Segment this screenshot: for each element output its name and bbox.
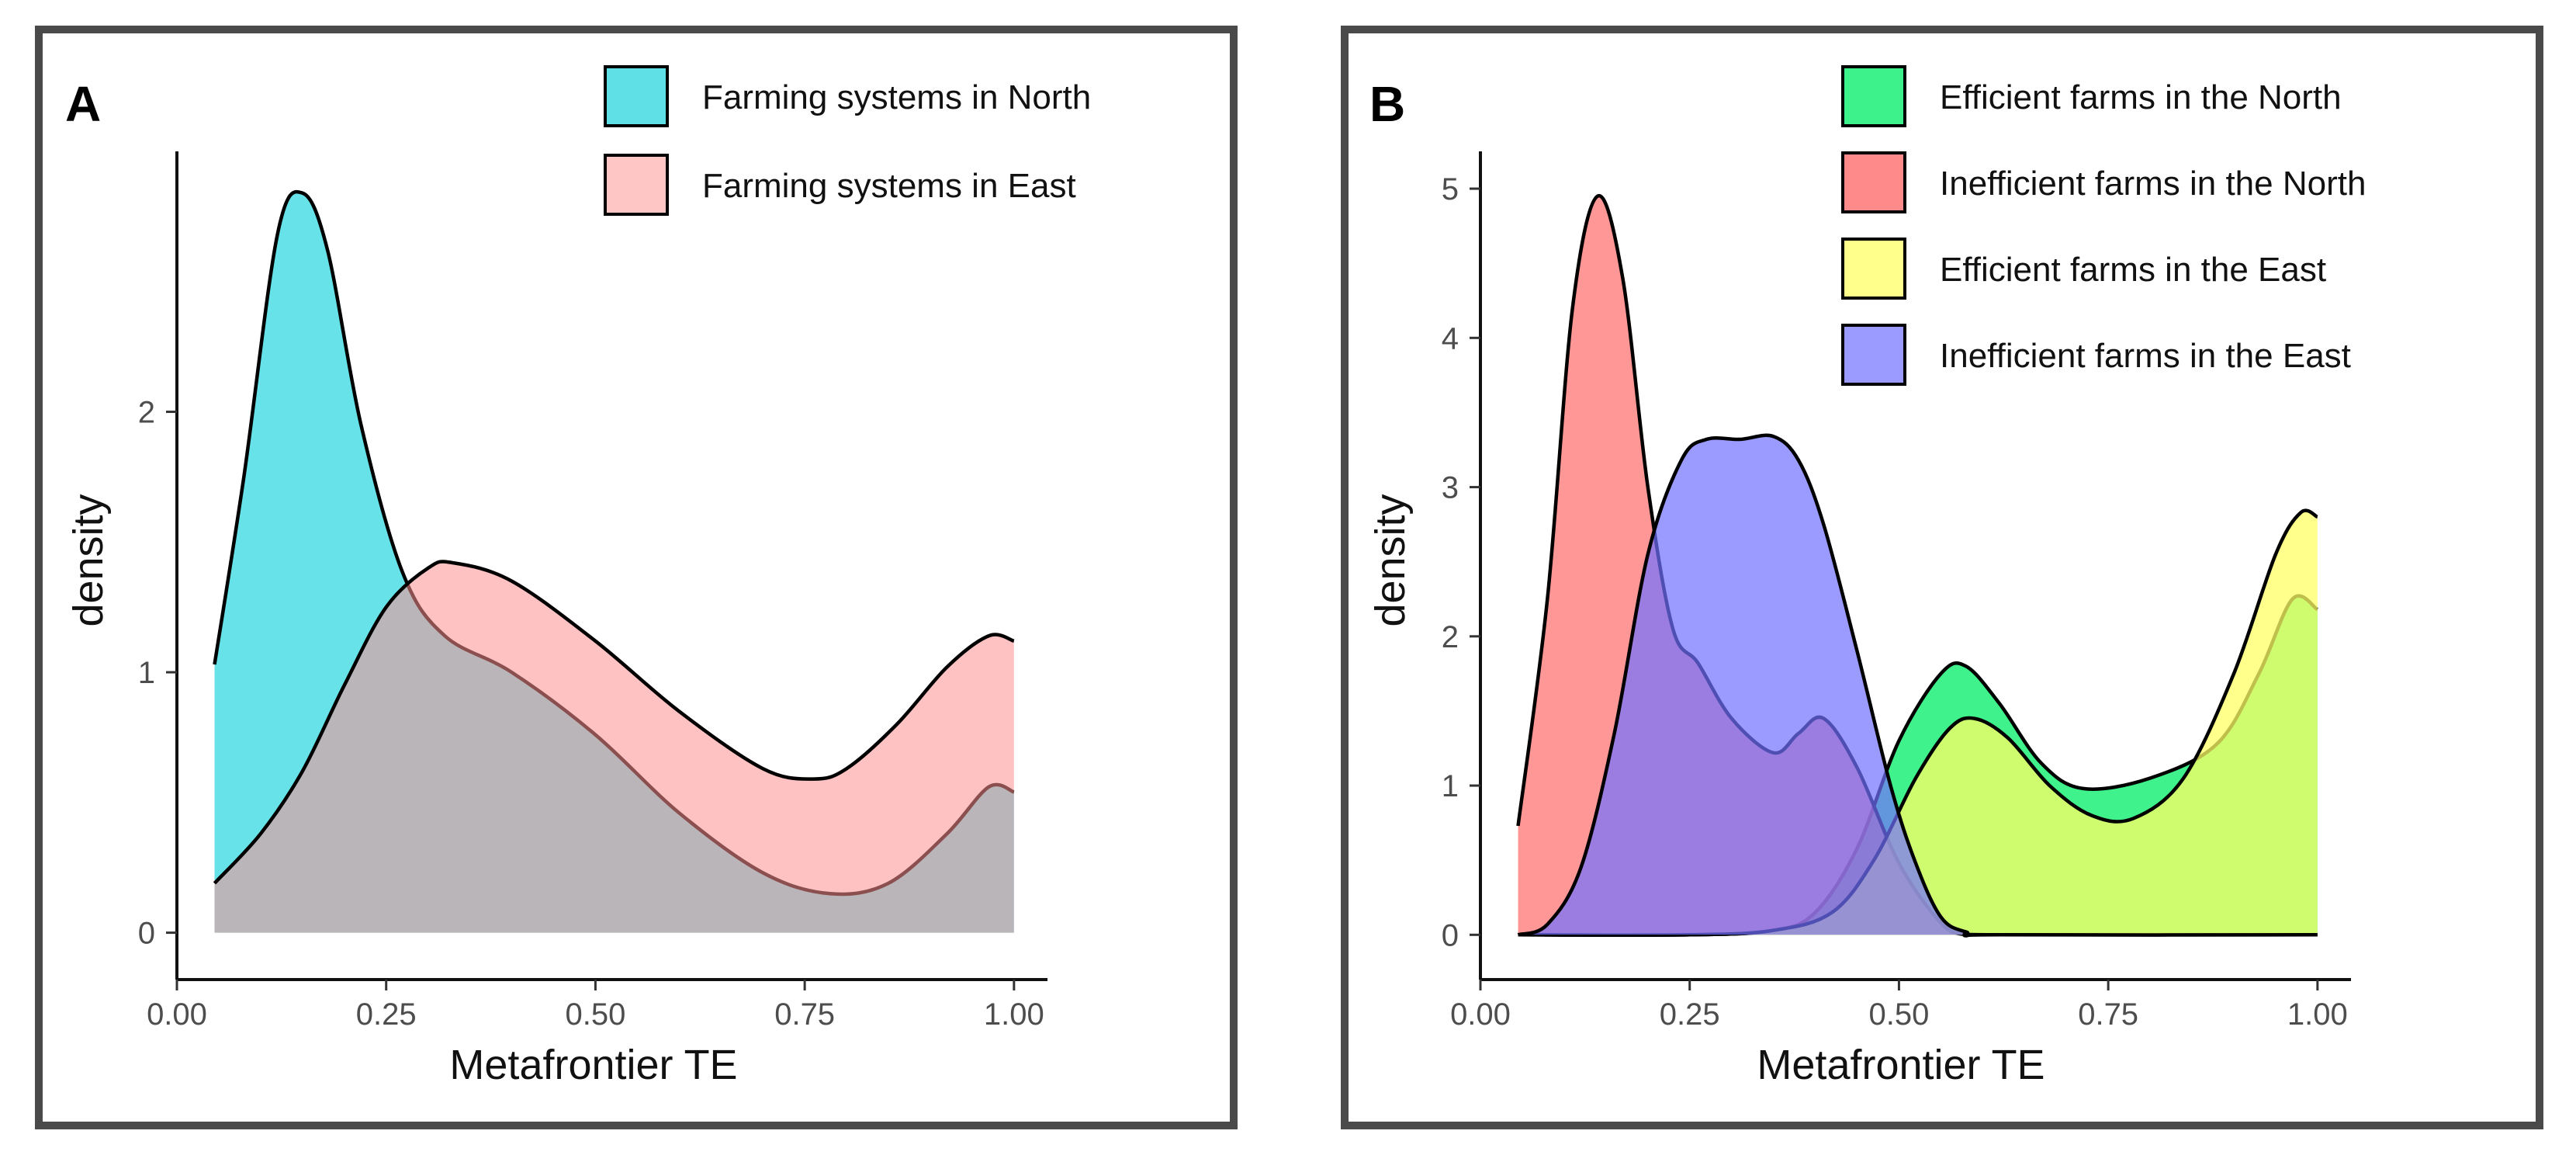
panel-b-x-axis-title: Metafrontier TE [1757, 1042, 2045, 1088]
legend-swatch-inefficient-east [1841, 324, 1906, 386]
panel-b-x-tick-label: 1.00 [2287, 997, 2348, 1032]
panel-a-x-tick-label: 1.00 [984, 997, 1044, 1032]
panel-b-density-area-3 [1518, 510, 2318, 935]
panel-b-y-tick-label: 3 [1442, 471, 1459, 505]
panel-b-y-axis-title: density [1367, 494, 1414, 626]
legend-swatch-efficient-east [1841, 238, 1906, 300]
legend-label-inefficient-north: Inefficient farms in the North [1940, 165, 2366, 203]
legend-label-efficient-east: Efficient farms in the East [1940, 251, 2326, 289]
panel-b-y-tick-label: 1 [1442, 769, 1459, 803]
panel-b-frame [1341, 26, 2543, 1129]
panel-a-axes: 0.00 0.25 0.50 0.75 1.00 0 1 2 [138, 151, 1047, 1032]
panel-b-axes: 0.00 0.25 0.50 0.75 1.00 0 1 2 3 4 5 [1442, 151, 2351, 1032]
panel-a-density-area-2 [214, 561, 1014, 933]
legend-label-inefficient-east: Inefficient farms in the East [1940, 337, 2351, 375]
panel-a-x-tick-label: 0.75 [774, 997, 835, 1032]
panel-b-y-tick-label: 4 [1442, 321, 1459, 356]
panel-b-x-tick-label: 0.00 [1450, 997, 1511, 1032]
panel-b-y-tick-label: 5 [1442, 172, 1459, 206]
panel-a-y-tick-label: 0 [138, 917, 155, 951]
panel-a-x-tick-label: 0.50 [565, 997, 625, 1032]
legend-swatch-inefficient-north [1841, 151, 1906, 213]
panel-b-label: B [1369, 76, 1405, 132]
panel-a-y-tick-label: 2 [138, 396, 155, 430]
panel-b-density-line-4 [1517, 433, 2318, 937]
panel-b-density-area-4 [1518, 435, 2318, 935]
panel-a-x-tick-label: 0.25 [356, 997, 417, 1032]
panel-a-plot-area [213, 189, 1015, 933]
panel-a-legend: Farming systems in North Farming systems… [604, 65, 1091, 216]
legend-swatch-east [604, 154, 669, 216]
panel-a-x-tick-label: 0.00 [147, 997, 207, 1032]
legend-label-east: Farming systems in East [702, 167, 1076, 205]
panel-b-x-tick-label: 0.50 [1868, 997, 1929, 1032]
panel-a-y-tick-label: 1 [138, 656, 155, 690]
panel-a-density-line-2 [213, 560, 1015, 885]
legend-swatch-efficient-north [1841, 65, 1906, 127]
legend-label-north: Farming systems in North [702, 78, 1091, 116]
panel-b-x-tick-label: 0.75 [2078, 997, 2138, 1032]
panel-a-x-axis-title: Metafrontier TE [449, 1042, 737, 1088]
panel-a-y-axis-title: density [65, 494, 112, 626]
legend-label-efficient-north: Efficient farms in the North [1940, 78, 2342, 116]
panel-a: A 0.00 0.25 0.50 0.75 1.00 0 1 2 Metafrontier T… [35, 26, 1238, 1129]
panel-b-legend: Efficient farms in the North Inefficient… [1841, 65, 2366, 386]
panel-b: B 0.00 0.25 0.50 0.75 1.00 0 1 2 3 4 5 Metafrontie… [1341, 26, 2543, 1129]
panel-b-x-tick-label: 0.25 [1660, 997, 1720, 1032]
panel-a-label: A [65, 76, 101, 132]
panel-b-y-tick-label: 2 [1442, 620, 1459, 654]
panel-b-plot-area [1516, 193, 2319, 938]
legend-swatch-north [604, 65, 669, 127]
panel-b-y-tick-label: 0 [1442, 918, 1459, 952]
